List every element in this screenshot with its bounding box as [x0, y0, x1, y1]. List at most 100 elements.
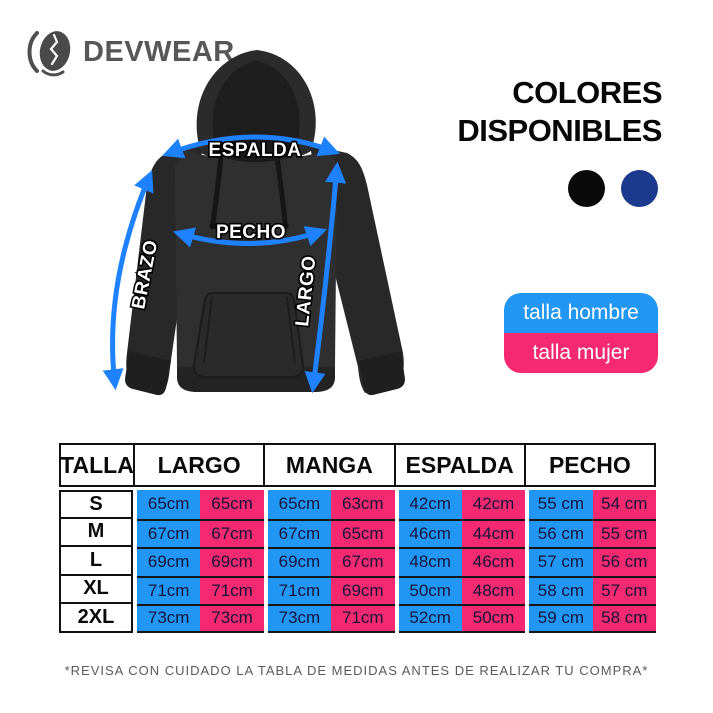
footer-warning-note: *REVISA CON CUIDADO LA TABLA DE MEDIDAS … [64, 663, 649, 678]
brand-logo: DEVWEAR [24, 26, 235, 78]
color-swatches [568, 170, 658, 207]
legend-talla-mujer: talla mujer [504, 333, 658, 373]
cell-hombre: 46cm [398, 518, 462, 547]
espalda-group: 42cm 42cm [398, 490, 526, 519]
cell-hombre: 42cm [398, 490, 462, 519]
cell-mujer: 57 cm [592, 575, 656, 604]
cell-hombre: 69cm [267, 547, 332, 576]
size-label: L [59, 547, 133, 576]
size-label: XL [59, 575, 133, 604]
manga-group: 73cm 71cm [267, 604, 395, 633]
cell-mujer: 48cm [461, 575, 526, 604]
cell-mujer: 69cm [331, 575, 395, 604]
color-swatch-negro [568, 170, 605, 207]
cell-mujer: 67cm [200, 518, 264, 547]
cell-hombre: 57 cm [529, 547, 593, 576]
cell-hombre: 73cm [137, 604, 201, 633]
cell-hombre: 67cm [137, 518, 201, 547]
cell-mujer: 63cm [331, 490, 395, 519]
pecho-group: 59 cm 58 cm [529, 604, 656, 633]
cell-mujer: 67cm [331, 547, 395, 576]
cell-mujer: 54 cm [592, 490, 656, 519]
manga-group: 71cm 69cm [267, 575, 395, 604]
cell-mujer: 50cm [461, 604, 526, 633]
largo-group: 73cm 73cm [137, 604, 264, 633]
brand-name: DEVWEAR [83, 35, 235, 68]
table-row-xl: XL 71cm 71cm 71cm 69cm 50cm 48cm 58 cm 5… [59, 575, 656, 604]
largo-group: 69cm 69cm [137, 547, 264, 576]
size-table: TALLA LARGO MANGA ESPALDA PECHO S 65cm 6… [59, 443, 656, 633]
pecho-group: 57 cm 56 cm [529, 547, 656, 576]
largo-group: 71cm 71cm [137, 575, 264, 604]
cell-hombre: 55 cm [529, 490, 593, 519]
cell-hombre: 65cm [137, 490, 201, 519]
hoodie-pocket [192, 292, 305, 378]
espalda-arrow [162, 134, 340, 159]
pecho-label: PECHO [216, 222, 286, 243]
hoodie-hood-opening [212, 61, 300, 154]
cell-hombre: 65cm [267, 490, 332, 519]
cell-mujer: 58 cm [592, 604, 656, 633]
manga-group: 67cm 65cm [267, 518, 395, 547]
table-row-m: M 67cm 67cm 67cm 65cm 46cm 44cm 56 cm 55… [59, 518, 656, 547]
espalda-group: 46cm 44cm [398, 518, 526, 547]
largo-group: 65cm 65cm [137, 490, 264, 519]
size-label: S [59, 490, 133, 519]
manga-group: 69cm 67cm [267, 547, 395, 576]
cell-hombre: 69cm [137, 547, 201, 576]
devwear-figure-icon [27, 31, 71, 77]
cell-mujer: 71cm [200, 575, 264, 604]
espalda-group: 52cm 50cm [398, 604, 526, 633]
hoodie-measurement-diagram: ESPALDA PECHO BRAZO LARGO [102, 50, 405, 396]
cell-hombre: 56 cm [529, 518, 593, 547]
espalda-group: 48cm 46cm [398, 547, 526, 576]
pecho-group: 56 cm 55 cm [529, 518, 656, 547]
hoodie-drawstrings [210, 152, 288, 226]
cell-mujer: 69cm [200, 547, 264, 576]
header-manga: MANGA [265, 445, 396, 485]
cell-hombre: 73cm [267, 604, 332, 633]
colors-title-line1: COLORES [512, 75, 662, 110]
largo-group: 67cm 67cm [137, 518, 264, 547]
manga-group: 65cm 63cm [267, 490, 395, 519]
header-espalda: ESPALDA [396, 445, 526, 485]
cell-mujer: 42cm [461, 490, 526, 519]
colors-available-title: COLORES DISPONIBLES [457, 74, 662, 150]
header-talla: TALLA [60, 445, 135, 485]
cell-mujer: 65cm [200, 490, 264, 519]
espalda-group: 50cm 48cm [398, 575, 526, 604]
cell-mujer: 55 cm [592, 518, 656, 547]
cell-mujer: 73cm [200, 604, 264, 633]
measure-arrows [102, 134, 347, 394]
table-row-l: L 69cm 69cm 69cm 67cm 48cm 46cm 57 cm 56… [59, 547, 656, 576]
cell-hombre: 50cm [398, 575, 462, 604]
size-legend: talla hombre talla mujer [504, 293, 658, 373]
cell-hombre: 59 cm [529, 604, 593, 633]
legend-talla-hombre: talla hombre [504, 293, 658, 333]
cell-mujer: 56 cm [592, 547, 656, 576]
pecho-group: 58 cm 57 cm [529, 575, 656, 604]
cell-hombre: 67cm [267, 518, 332, 547]
color-swatch-azul-marino [621, 170, 658, 207]
table-row-s: S 65cm 65cm 65cm 63cm 42cm 42cm 55 cm 54… [59, 490, 656, 519]
header-pecho: PECHO [548, 451, 631, 478]
cell-hombre: 71cm [137, 575, 201, 604]
table-row-2xl: 2XL 73cm 73cm 73cm 71cm 52cm 50cm 59 cm … [59, 604, 656, 633]
size-table-header: TALLA LARGO MANGA ESPALDA PECHO [59, 443, 656, 487]
espalda-label: ESPALDA [209, 140, 302, 161]
cell-mujer: 71cm [331, 604, 395, 633]
colors-title-line2: DISPONIBLES [457, 113, 662, 148]
size-table-body: S 65cm 65cm 65cm 63cm 42cm 42cm 55 cm 54… [59, 490, 656, 633]
size-label: 2XL [59, 604, 133, 633]
pecho-group: 55 cm 54 cm [529, 490, 656, 519]
largo-arrow [304, 161, 347, 394]
cell-mujer: 65cm [331, 518, 395, 547]
size-label: M [59, 518, 133, 547]
cell-mujer: 44cm [461, 518, 526, 547]
header-largo: LARGO [135, 445, 266, 485]
cell-hombre: 71cm [267, 575, 332, 604]
cell-hombre: 48cm [398, 547, 462, 576]
cell-mujer: 46cm [461, 547, 526, 576]
cell-hombre: 58 cm [529, 575, 593, 604]
